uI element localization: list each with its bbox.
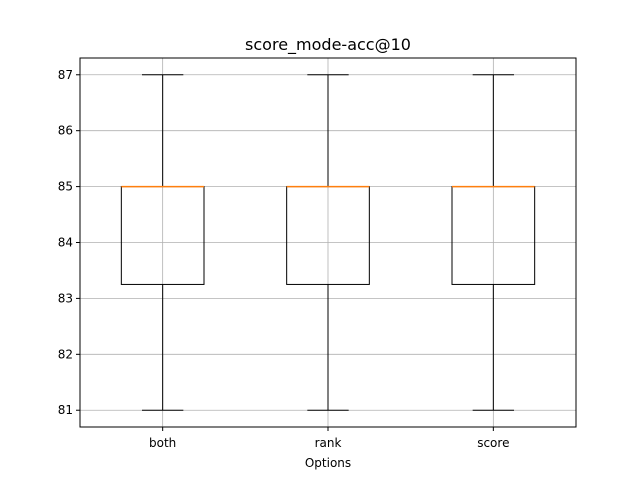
y-tick-label: 86 xyxy=(58,124,73,138)
y-tick-label: 84 xyxy=(58,236,73,250)
boxes xyxy=(120,74,536,411)
y-tick-label: 85 xyxy=(58,180,73,194)
x-axis-label: Options xyxy=(305,456,351,470)
y-tick-label: 82 xyxy=(58,347,73,361)
x-tick-label: both xyxy=(149,436,176,450)
chart-title: score_mode-acc@10 xyxy=(245,35,411,55)
box-both xyxy=(120,74,205,411)
x-tick-label: rank xyxy=(315,436,342,450)
x-tick-label: score xyxy=(477,436,509,450)
y-axis-ticks: 81 82 83 84 85 86 87 xyxy=(58,68,80,417)
y-tick-label: 83 xyxy=(58,291,73,305)
x-axis-ticks: both rank score xyxy=(149,427,509,450)
box-rank xyxy=(286,74,370,411)
y-tick-label: 87 xyxy=(58,68,73,82)
box-score xyxy=(451,74,536,411)
y-tick-label: 81 xyxy=(58,403,73,417)
